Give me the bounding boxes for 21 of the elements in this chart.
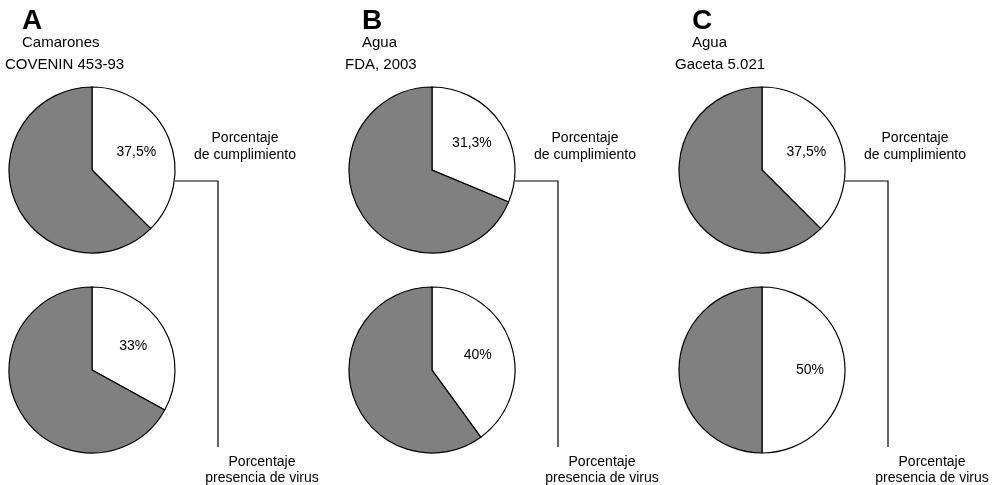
text: Porcentaje presencia de virus bbox=[875, 453, 989, 485]
data-label: 31,3% bbox=[452, 134, 492, 151]
chart-title: C bbox=[692, 4, 713, 35]
text: Porcentaje de cumplimiento bbox=[864, 129, 967, 162]
text: Porcentaje de cumplimiento bbox=[534, 129, 637, 162]
chart-subtitle: Agua bbox=[692, 33, 728, 50]
data-label: 33% bbox=[119, 336, 148, 353]
text: COVENIN 453-93 bbox=[5, 55, 125, 72]
data-label: 37,5% bbox=[116, 142, 157, 159]
text: Porcentaje presencia de virus bbox=[205, 453, 319, 485]
data-label: 50% bbox=[795, 361, 825, 377]
text: Gaceta 5.021 bbox=[675, 55, 766, 72]
chart-subtitle: Camarones bbox=[22, 33, 100, 50]
data-label: 37,5% bbox=[786, 142, 827, 159]
chart-title: B bbox=[362, 4, 383, 35]
text: FDA, 2003 bbox=[345, 55, 417, 72]
text: Porcentaje de cumplimiento bbox=[194, 129, 297, 162]
chart-title: A bbox=[22, 4, 43, 35]
data-label: 40% bbox=[463, 346, 492, 363]
chart-subtitle: Agua bbox=[362, 33, 398, 50]
text: Porcentaje presencia de virus bbox=[545, 453, 659, 485]
